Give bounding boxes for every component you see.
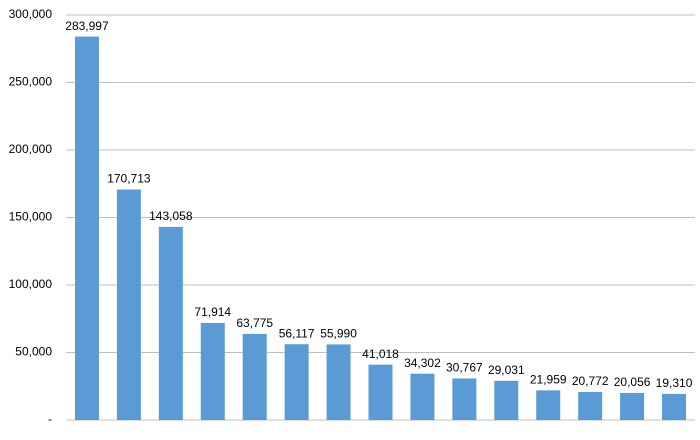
- data-label: 63,775: [236, 316, 273, 330]
- data-label: 143,058: [149, 209, 193, 223]
- y-tick-label: -: [48, 412, 52, 426]
- data-label: 34,302: [404, 356, 441, 370]
- bar: [74, 36, 99, 420]
- data-label: 41,018: [362, 347, 399, 361]
- bar: [494, 380, 519, 420]
- data-label: 55,990: [320, 327, 357, 341]
- bar: [116, 189, 141, 420]
- bar: [368, 364, 393, 420]
- bar: [326, 344, 351, 420]
- data-label: 56,117: [279, 326, 315, 340]
- y-tick-label: 250,000: [9, 75, 53, 89]
- bar: [410, 373, 435, 420]
- bar: [536, 390, 561, 420]
- data-label: 20,772: [572, 374, 609, 388]
- y-tick-label: 100,000: [9, 277, 53, 291]
- bar: [620, 392, 645, 420]
- y-tick-label: 200,000: [9, 142, 53, 156]
- bar: [662, 393, 687, 420]
- data-label: 20,056: [614, 375, 651, 389]
- data-label: 283,997: [65, 19, 109, 33]
- data-label: 19,310: [656, 376, 693, 390]
- bar: [578, 391, 603, 420]
- data-label: 21,959: [530, 373, 567, 387]
- bar: [200, 322, 225, 420]
- bar: [452, 378, 477, 420]
- bar: [284, 344, 309, 420]
- bar: [158, 226, 183, 420]
- bar: [242, 333, 267, 420]
- data-label: 30,767: [446, 361, 483, 375]
- y-tick-label: 50,000: [15, 345, 52, 359]
- y-tick-label: 300,000: [9, 7, 53, 21]
- data-label: 71,914: [194, 305, 231, 319]
- data-label: 29,031: [488, 363, 525, 377]
- y-tick-label: 150,000: [9, 210, 53, 224]
- data-label: 170,713: [107, 172, 151, 186]
